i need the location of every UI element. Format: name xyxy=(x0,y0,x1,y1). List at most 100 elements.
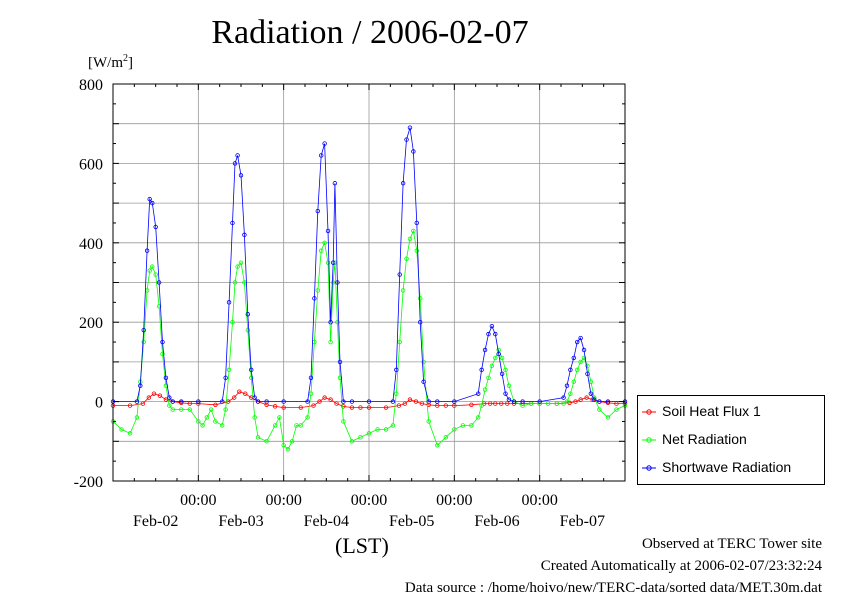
data-point-net-radiation xyxy=(421,359,426,365)
data-point-soil-heat-flux-1 xyxy=(584,395,589,400)
legend-marker-icon xyxy=(642,437,656,443)
data-point-shortwave-radiation xyxy=(325,228,331,234)
series-line-net-radiation xyxy=(112,229,626,450)
data-point-net-radiation xyxy=(564,399,570,404)
data-point-shortwave-radiation xyxy=(223,375,228,380)
data-point-shortwave-radiation xyxy=(390,399,396,404)
data-point-shortwave-radiation xyxy=(328,320,333,325)
data-point-shortwave-radiation xyxy=(319,153,324,158)
data-point-net-radiation xyxy=(358,435,363,440)
data-point-net-radiation xyxy=(499,355,505,361)
x-tick-time-label: 00:00 xyxy=(180,492,216,509)
data-point-soil-heat-flux-1 xyxy=(407,397,413,402)
data-point-shortwave-radiation xyxy=(156,280,162,285)
legend-item-shortwave-radiation: Shortwave Radiation xyxy=(642,457,791,477)
data-point-net-radiation xyxy=(285,447,291,452)
data-point-shortwave-radiation xyxy=(486,331,491,337)
data-point-soil-heat-flux-1 xyxy=(328,397,333,402)
data-point-net-radiation xyxy=(469,423,474,428)
data-point-shortwave-radiation xyxy=(138,383,143,388)
data-point-net-radiation xyxy=(349,439,355,444)
data-point-net-radiation xyxy=(404,256,409,261)
data-point-net-radiation xyxy=(561,401,566,406)
data-point-net-radiation xyxy=(223,407,228,412)
footer-created: Created Automatically at 2006-02-07/23:3… xyxy=(540,558,822,574)
data-point-shortwave-radiation xyxy=(496,351,501,357)
data-point-shortwave-radiation xyxy=(245,312,251,317)
data-point-shortwave-radiation xyxy=(564,383,570,388)
data-point-soil-heat-flux-1 xyxy=(264,402,269,407)
data-point-soil-heat-flux-1 xyxy=(349,405,355,410)
data-point-shortwave-radiation xyxy=(196,399,201,404)
data-point-soil-heat-flux-1 xyxy=(499,401,504,406)
data-point-net-radiation xyxy=(375,427,380,432)
data-point-soil-heat-flux-1 xyxy=(322,395,327,400)
data-point-soil-heat-flux-1 xyxy=(231,395,237,400)
data-point-shortwave-radiation xyxy=(281,399,286,404)
data-point-net-radiation xyxy=(150,264,155,269)
data-point-net-radiation xyxy=(235,264,240,269)
data-point-net-radiation xyxy=(196,419,201,424)
data-point-shortwave-radiation xyxy=(308,375,314,380)
data-point-shortwave-radiation xyxy=(349,399,355,404)
data-point-net-radiation xyxy=(230,320,235,325)
data-point-shortwave-radiation xyxy=(493,331,498,337)
data-point-shortwave-radiation xyxy=(235,153,240,158)
data-point-net-radiation xyxy=(208,407,214,412)
y-tick-label: 0 xyxy=(95,395,103,412)
data-point-shortwave-radiation xyxy=(242,232,247,238)
data-point-soil-heat-flux-1 xyxy=(383,405,389,410)
data-point-net-radiation xyxy=(335,320,340,325)
data-point-soil-heat-flux-1 xyxy=(163,397,169,402)
data-point-shortwave-radiation xyxy=(499,371,505,377)
data-point-shortwave-radiation xyxy=(588,391,594,396)
data-point-shortwave-radiation xyxy=(397,272,402,277)
data-point-net-radiation xyxy=(264,439,269,444)
data-point-net-radiation xyxy=(315,288,320,293)
x-tick-date-label: Feb-02 xyxy=(133,513,178,530)
data-point-net-radiation xyxy=(281,443,286,448)
data-point-shortwave-radiation xyxy=(476,391,481,396)
data-point-net-radiation xyxy=(383,427,389,432)
data-point-net-radiation xyxy=(585,363,590,369)
data-point-shortwave-radiation xyxy=(264,399,269,404)
data-point-net-radiation xyxy=(308,391,314,396)
x-tick-date-label: Feb-03 xyxy=(218,513,263,530)
data-point-soil-heat-flux-1 xyxy=(341,404,346,409)
data-point-net-radiation xyxy=(546,401,551,406)
y-tick-label: 600 xyxy=(79,156,103,173)
data-point-net-radiation xyxy=(252,415,257,420)
data-point-shortwave-radiation xyxy=(220,399,225,404)
footer-source: Data source : /home/hoivo/new/TERC-data/… xyxy=(404,580,822,596)
data-point-shortwave-radiation xyxy=(571,355,576,361)
data-point-net-radiation xyxy=(220,423,225,428)
data-point-net-radiation xyxy=(319,248,324,253)
data-point-shortwave-radiation xyxy=(232,161,238,166)
data-point-net-radiation xyxy=(167,403,172,408)
x-axis-label: (LST) xyxy=(335,533,389,558)
data-point-net-radiation xyxy=(390,423,396,428)
data-point-soil-heat-flux-1 xyxy=(402,401,408,406)
data-point-net-radiation xyxy=(232,280,238,285)
data-point-shortwave-radiation xyxy=(238,173,244,178)
data-point-shortwave-radiation xyxy=(153,224,158,230)
data-point-shortwave-radiation xyxy=(597,399,602,404)
data-point-soil-heat-flux-1 xyxy=(413,399,419,404)
data-point-net-radiation xyxy=(506,383,512,388)
data-point-net-radiation xyxy=(238,260,244,265)
data-point-net-radiation xyxy=(341,419,346,424)
legend: Soil Heat Flux 1 Net Radiation Shortwave… xyxy=(637,395,825,485)
data-point-soil-heat-flux-1 xyxy=(469,402,474,407)
data-point-soil-heat-flux-1 xyxy=(578,397,583,402)
data-point-net-radiation xyxy=(294,423,299,428)
data-point-shortwave-radiation xyxy=(414,220,419,226)
data-point-net-radiation xyxy=(597,407,602,412)
data-point-net-radiation xyxy=(245,327,251,333)
data-point-net-radiation xyxy=(426,419,431,424)
y-axis-unit: [W/m2] xyxy=(88,53,133,71)
data-point-shortwave-radiation xyxy=(503,391,508,396)
x-tick-time-label: 00:00 xyxy=(521,492,557,509)
x-tick-time-label: 00:00 xyxy=(351,492,387,509)
data-point-shortwave-radiation xyxy=(568,367,573,373)
data-point-net-radiation xyxy=(226,367,232,373)
